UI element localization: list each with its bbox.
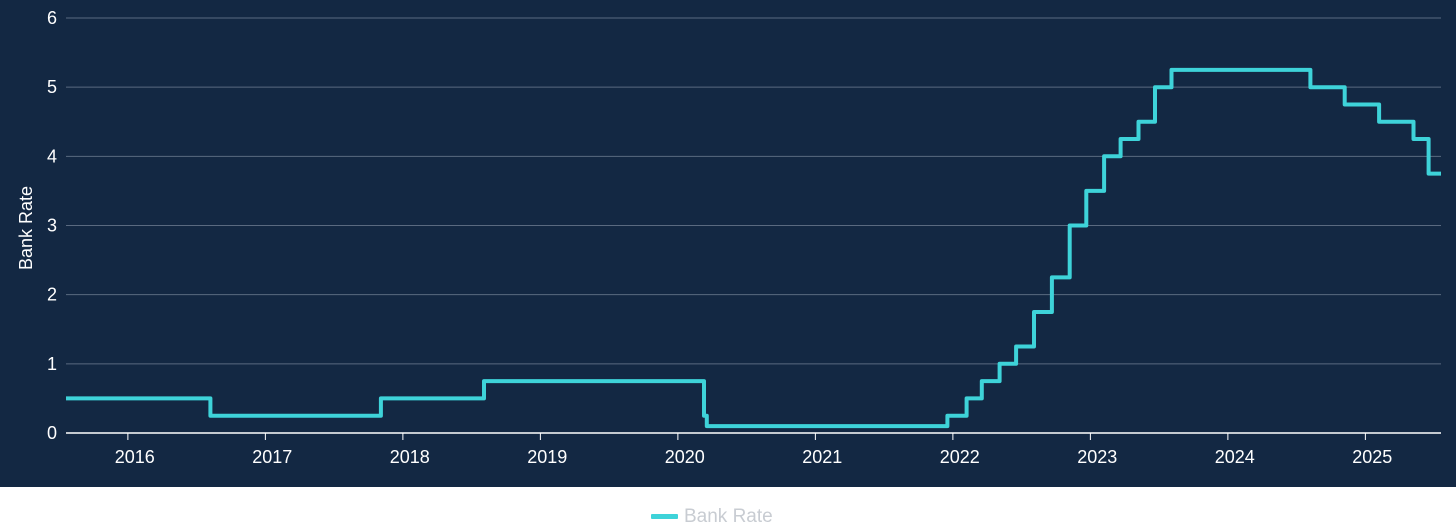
y-tick-label-4: 4 [47, 146, 57, 166]
y-tick-label-6: 6 [47, 8, 57, 28]
grid-lines [66, 17, 1441, 434]
x-tick-label-2018: 2018 [390, 447, 430, 467]
series-line-bank-rate [66, 67, 1441, 429]
y-tick-label-0: 0 [47, 423, 57, 443]
x-tick-label-2020: 2020 [665, 447, 705, 467]
legend-swatch-bank-rate [651, 514, 678, 519]
x-tick-label-2016: 2016 [115, 447, 155, 467]
x-tick-label-2017: 2017 [252, 447, 292, 467]
x-tick-label-2022: 2022 [940, 447, 980, 467]
y-tick-label-3: 3 [47, 216, 57, 236]
x-tick-label-2021: 2021 [802, 447, 842, 467]
y-tick-label-2: 2 [47, 285, 57, 305]
legend[interactable]: Bank Rate [651, 506, 773, 527]
legend-label-bank-rate: Bank Rate [684, 506, 773, 527]
y-tick-label-5: 5 [47, 77, 57, 97]
y-axis-title: Bank Rate [16, 186, 36, 270]
x-tick-label-2023: 2023 [1077, 447, 1117, 467]
plot-background [0, 0, 1456, 487]
x-tick-label-2024: 2024 [1215, 447, 1255, 467]
x-tick-labels: 2016 2017 2018 2019 2020 2021 2022 2023 2024 2025 [115, 433, 1392, 467]
x-tick-label-2019: 2019 [527, 447, 567, 467]
x-tick-label-2025: 2025 [1352, 447, 1392, 467]
y-tick-label-1: 1 [47, 354, 57, 374]
y-tick-labels: 0 1 2 3 4 5 6 [47, 8, 57, 443]
